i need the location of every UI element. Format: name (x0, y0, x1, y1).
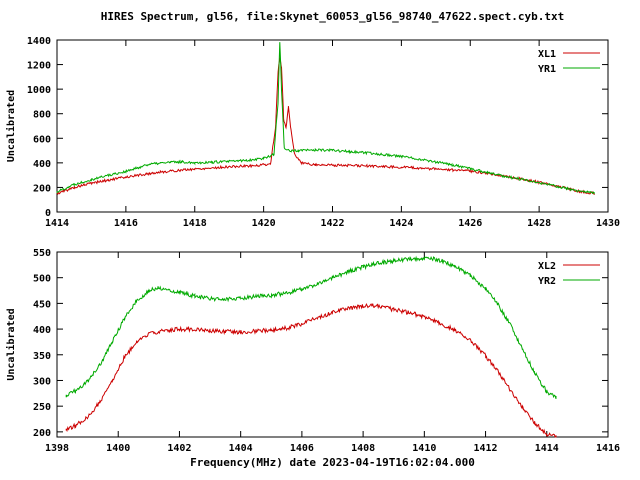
legend-label: YR2 (538, 276, 556, 287)
x-tick-label: 1424 (389, 218, 413, 229)
x-tick-label: 1422 (320, 218, 344, 229)
x-tick-label: 1398 (45, 443, 69, 454)
x-tick-label: 1426 (458, 218, 482, 229)
plot-border (56, 39, 609, 213)
legend-label: XL1 (538, 49, 556, 60)
y-tick-label: 450 (33, 299, 51, 310)
series-line-YR2 (65, 255, 557, 400)
legend-label: YR1 (538, 64, 556, 75)
series-line-XL1 (56, 57, 595, 196)
x-tick-label: 1430 (596, 218, 620, 229)
y-tick-label: 0 (45, 208, 51, 219)
x-tick-label: 1414 (535, 443, 559, 454)
x-axis-label: Frequency(MHz) date 2023-04-19T16:02:04.… (190, 456, 475, 469)
x-tick-label: 1418 (183, 218, 207, 229)
y-tick-label: 200 (33, 428, 51, 439)
y-tick-label: 1400 (27, 36, 51, 47)
x-tick-label: 1410 (412, 443, 436, 454)
y-tick-label: 550 (33, 248, 51, 259)
x-tick-label: 1420 (252, 218, 276, 229)
y-tick-label: 400 (33, 325, 51, 336)
x-tick-label: 1412 (474, 443, 498, 454)
plot-border (56, 251, 609, 438)
x-tick-label: 1416 (596, 443, 620, 454)
y-tick-label: 250 (33, 402, 51, 413)
y-tick-label: 500 (33, 274, 51, 285)
y-tick-label: 600 (33, 134, 51, 145)
x-tick-label: 1428 (527, 218, 551, 229)
y-axis-label: Uncalibrated (5, 308, 17, 380)
x-tick-label: 1416 (114, 218, 138, 229)
y-tick-label: 1200 (27, 61, 51, 72)
y-tick-label: 200 (33, 183, 51, 194)
y-tick-label: 800 (33, 110, 51, 121)
y-tick-label: 400 (33, 159, 51, 170)
x-tick-label: 1414 (45, 218, 69, 229)
y-tick-label: 1000 (27, 85, 51, 96)
x-tick-label: 1400 (106, 443, 130, 454)
series-line-XL2 (65, 303, 557, 438)
y-tick-label: 350 (33, 351, 51, 362)
series-line-YR1 (56, 42, 595, 195)
chart-title: HIRES Spectrum, gl56, file:Skynet_60053_… (100, 10, 565, 23)
y-tick-label: 300 (33, 376, 51, 387)
y-axis-label: Uncalibrated (5, 90, 17, 162)
x-tick-label: 1408 (351, 443, 375, 454)
x-tick-label: 1402 (167, 443, 191, 454)
x-tick-label: 1404 (229, 443, 253, 454)
x-tick-label: 1406 (290, 443, 314, 454)
legend-label: XL2 (538, 261, 556, 272)
